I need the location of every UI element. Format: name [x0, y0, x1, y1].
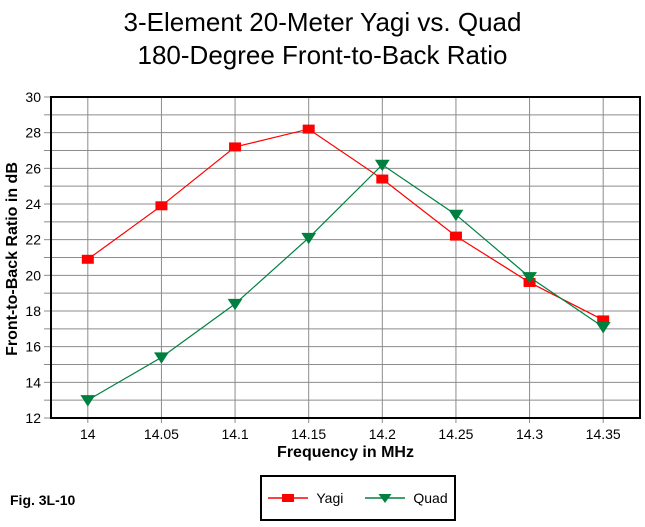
y-tick-label: 20 [25, 267, 41, 283]
series-quad-marker-triangle [448, 209, 464, 222]
legend-item-yagi: Yagi [268, 490, 343, 506]
x-tick-label: 14.15 [291, 426, 326, 442]
x-tick-label: 14.1 [221, 426, 248, 442]
x-tick-label: 14.25 [438, 426, 473, 442]
series-quad-marker-triangle [522, 272, 537, 284]
series-yagi-marker-square [376, 174, 389, 184]
y-tick-label: 22 [25, 232, 41, 248]
figure-number-label: Fig. 3L-10 [10, 492, 76, 508]
series-line-yagi [87, 128, 604, 321]
y-tick-label: 28 [25, 125, 41, 141]
x-tick-label: 14.2 [369, 426, 396, 442]
series-yagi-marker-square [81, 254, 94, 264]
series-yagi-marker-square [302, 124, 315, 134]
y-tick-label: 30 [25, 89, 41, 105]
y-tick-label: 26 [25, 160, 41, 176]
x-tick-label: 14.05 [144, 426, 179, 442]
series-quad-marker-triangle [227, 298, 243, 311]
x-tick-label: 14.35 [586, 426, 621, 442]
legend-item-quad: Quad [365, 490, 448, 506]
series-quad-marker-triangle [154, 352, 169, 364]
chart-title-line2: 180-Degree Front-to-Back Ratio [137, 40, 508, 70]
series-yagi-marker-square [155, 201, 168, 211]
x-tick-label: 14 [80, 426, 96, 442]
legend-label: Yagi [316, 490, 344, 506]
triangle-marker-icon [365, 494, 406, 503]
y-axis-title: Front-to-Back Ratio in dB [4, 162, 21, 356]
legend: Yagi Quad [260, 475, 456, 521]
series-yagi-marker-square [229, 142, 242, 152]
series-quad-marker-triangle [301, 232, 317, 245]
series-quad-marker-triangle [595, 322, 611, 334]
y-tick-label: 16 [25, 339, 41, 355]
square-marker-icon [268, 494, 309, 502]
series-yagi-marker-square [449, 231, 462, 241]
series-quad-marker-triangle [374, 159, 390, 172]
x-axis-title: Frequency in MHz [277, 444, 414, 461]
chart-title-line1: 3-Element 20-Meter Yagi vs. Quad [123, 7, 522, 37]
x-tick-label: 14.3 [516, 426, 543, 442]
plot-border [50, 96, 641, 419]
series-line-quad [87, 163, 604, 401]
legend-label: Quad [413, 490, 448, 506]
series-quad-marker-triangle [80, 395, 96, 407]
y-tick-label: 18 [25, 303, 41, 319]
chart-title: 3-Element 20-Meter Yagi vs. Quad 180-Deg… [0, 6, 645, 72]
y-tick-label: 24 [25, 196, 41, 212]
y-tick-label: 12 [25, 410, 41, 426]
y-tick-label: 14 [25, 374, 41, 390]
